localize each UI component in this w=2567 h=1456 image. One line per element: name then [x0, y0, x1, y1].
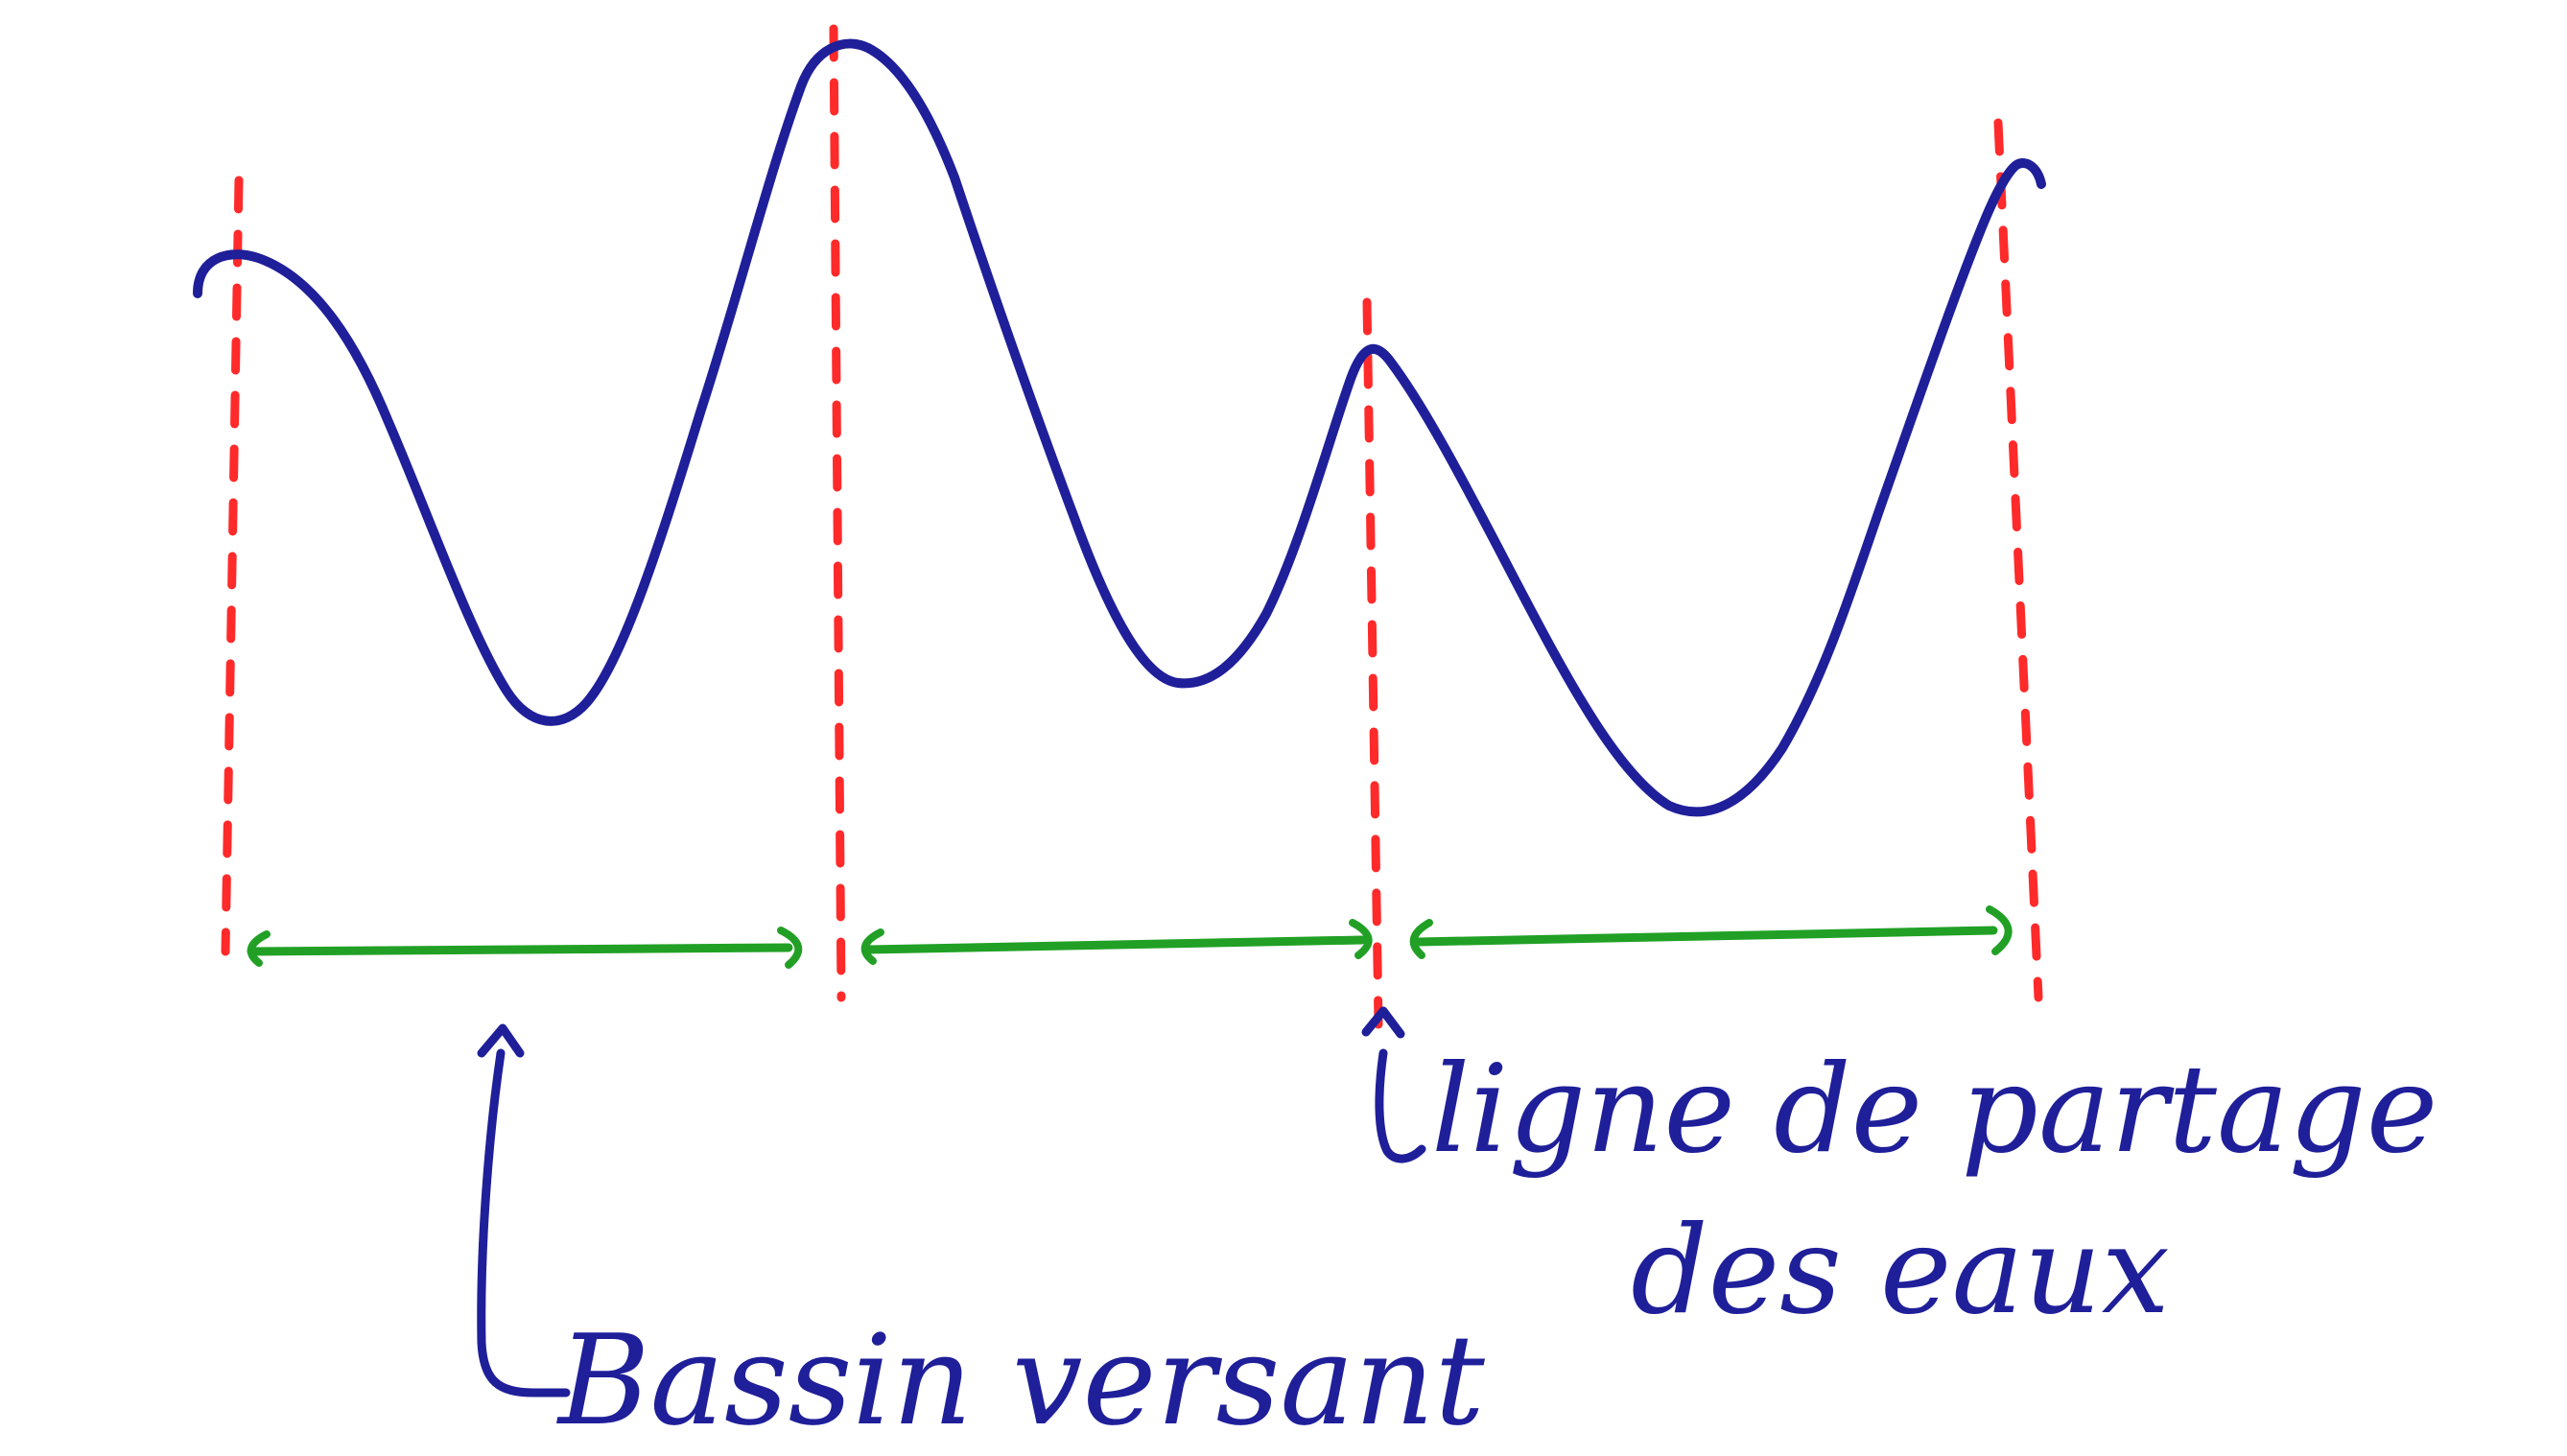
drainage-divide-lines [221, 24, 2043, 1029]
span-right-head-2 [1349, 919, 1373, 959]
basin-span-arrow-2 [860, 919, 1373, 965]
span-left-head-2 [860, 928, 884, 965]
divide-pointer-arrow [1361, 1006, 1426, 1163]
divide-pointer-head [1361, 1006, 1405, 1039]
divide-label-line-1: ligne de partage [1431, 1039, 2437, 1180]
divide-label-line-2: des eaux [1631, 1200, 2170, 1341]
divide-line-4 [1993, 118, 2043, 1002]
basin-label: Bassin versant [556, 1307, 1486, 1453]
basin-pointer-shaft [477, 1048, 571, 1397]
divide-line-1 [221, 176, 244, 956]
basin-pointer-head [477, 1023, 525, 1058]
span-shaft-2 [864, 935, 1367, 954]
divide-pointer-shaft [1375, 1048, 1426, 1163]
span-right-head-3 [1986, 905, 2013, 955]
basin-span-arrows [247, 905, 2013, 969]
span-right-head-1 [777, 927, 803, 969]
span-shaft-3 [1413, 926, 1998, 947]
span-left-head-3 [1409, 919, 1433, 959]
basin-span-arrow-1 [247, 927, 803, 969]
terrain-profile-curve [193, 38, 2046, 817]
divide-line-3 [1362, 297, 1383, 1029]
divide-line-2 [829, 24, 846, 1002]
span-shaft-1 [247, 943, 793, 956]
basin-pointer-arrow [477, 1023, 571, 1397]
basin-span-arrow-3 [1409, 905, 2013, 959]
span-left-head-1 [247, 930, 271, 967]
